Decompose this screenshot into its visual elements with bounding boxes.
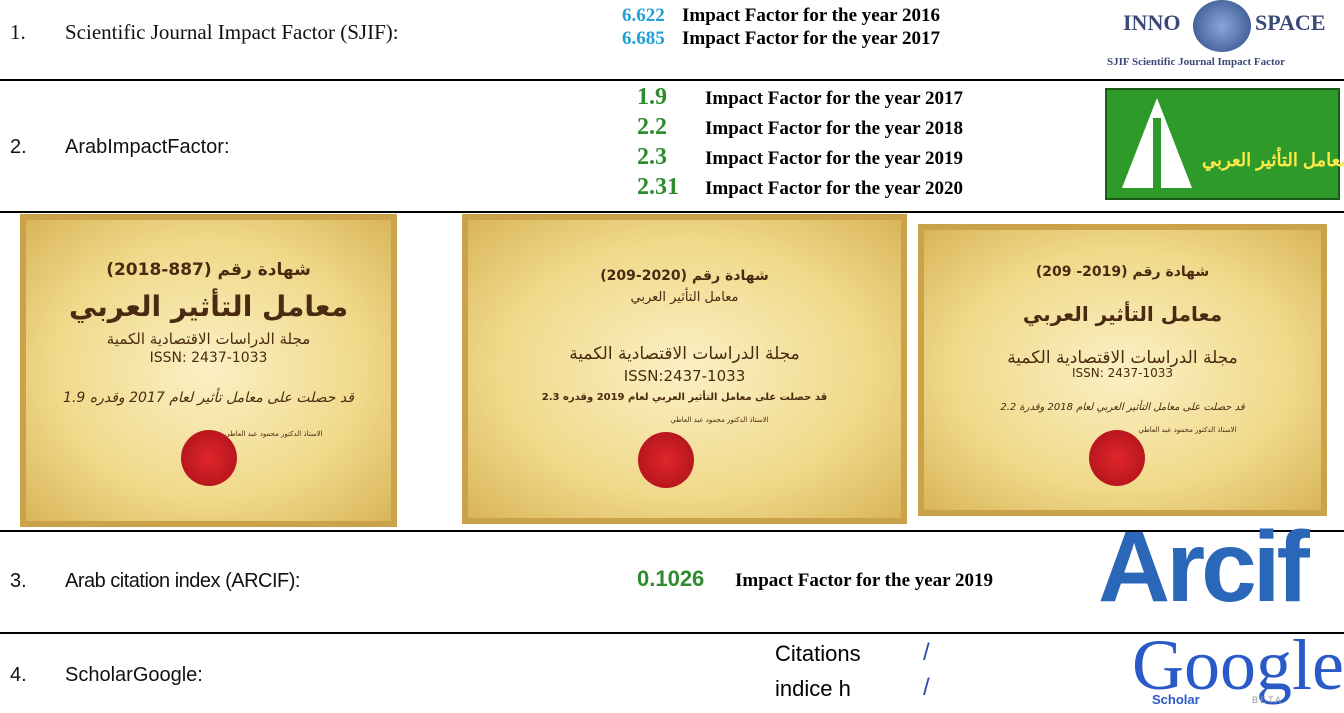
row-label: Arab citation index (ARCIF): [65, 570, 300, 593]
cert-issn: ISSN:2437-1033 [468, 367, 901, 385]
certificate: شهادة رقم (2020-209) معامل التأثير العرب… [462, 214, 907, 524]
factor-value: 6.685 [622, 28, 665, 50]
cert-statement: قد حصلت على معامل التأثير العربي لعام 20… [468, 392, 901, 403]
cert-statement: قد حصلت على معامل التأثير العربي لعام 20… [924, 402, 1321, 413]
row-label: ScholarGoogle: [65, 664, 203, 687]
factor-text: Impact Factor for the year 2017 [705, 88, 963, 110]
seal [638, 432, 694, 488]
metric-name: Citations [775, 641, 861, 667]
row-number: 3. [10, 570, 27, 593]
factor-value: 2.3 [637, 144, 667, 171]
row-number: 2. [10, 136, 27, 159]
divider [0, 79, 1344, 81]
metric-value: / [923, 674, 930, 702]
page: 1. Scientific Journal Impact Factor (SJI… [0, 0, 1344, 713]
arab-impact-logo: معامل التأثير العربي [1105, 88, 1340, 200]
cert-signer: الاستاذ الدكتور محمود عبد العاطي [618, 416, 821, 424]
cert-journal: مجلة الدراسات الاقتصادية الكمية [468, 344, 901, 364]
factor-text: Impact Factor for the year 2020 [705, 178, 963, 200]
arcif-logo: Arcif [1098, 510, 1306, 625]
logo-sub: Scholar [1152, 692, 1200, 707]
metric-value: / [923, 639, 930, 667]
factor-value: 2.2 [637, 114, 667, 141]
google-scholar-logo: Google Scholar BETA [1132, 630, 1344, 713]
logo-tag: BETA [1252, 695, 1283, 705]
logo-caption: SJIF Scientific Journal Impact Factor [1107, 56, 1285, 68]
logo-text: SPACE [1255, 10, 1326, 36]
factor-value: 1.9 [637, 84, 667, 111]
tree-icon [1117, 98, 1197, 193]
row-label: ArabImpactFactor: [65, 136, 230, 159]
cert-title: معامل التأثير العربي [468, 290, 901, 305]
factor-value: 6.622 [622, 5, 665, 27]
factor-text: Impact Factor for the year 2016 [682, 5, 940, 27]
row-number: 4. [10, 664, 27, 687]
row-number: 1. [10, 20, 26, 45]
divider [0, 211, 1344, 213]
metric-name: indice h [775, 676, 851, 702]
row-label: Scientific Journal Impact Factor (SJIF): [65, 20, 399, 45]
cert-journal: مجلة الدراسات الاقتصادية الكمية [924, 348, 1321, 368]
factor-text: Impact Factor for the year 2019 [705, 148, 963, 170]
cert-issn: ISSN: 2437-1033 [924, 366, 1321, 380]
factor-text: Impact Factor for the year 2019 [735, 570, 993, 592]
sjif-logo: INNO SPACE SJIF Scientific Journal Impac… [1105, 0, 1341, 76]
factor-value: 2.31 [637, 174, 679, 201]
certificate: شهادة رقم (2019- 209) معامل التأثير العر… [918, 224, 1327, 516]
cert-title: معامل التأثير العربي [924, 302, 1321, 326]
seal [1089, 430, 1145, 486]
factor-text: Impact Factor for the year 2018 [705, 118, 963, 140]
cert-journal: مجلة الدراسات الاقتصادية الكمية [26, 330, 391, 348]
cert-issn: ISSN: 2437-1033 [26, 350, 391, 366]
cert-number: شهادة رقم (2019- 209) [924, 264, 1321, 280]
cert-title: معامل التأثير العربي [26, 290, 391, 323]
logo-globe [1193, 0, 1251, 52]
logo-text: معامل التأثير العربي [1202, 150, 1344, 171]
factor-text: Impact Factor for the year 2017 [682, 28, 940, 50]
logo-text: INNO [1123, 10, 1180, 36]
cert-statement: قد حصلت على معامل تأثير لعام 2017 وقدره … [26, 390, 391, 406]
seal [181, 430, 237, 486]
certificate: شهادة رقم (887-2018) معامل التأثير العرب… [20, 214, 397, 527]
factor-value: 0.1026 [637, 566, 704, 592]
cert-number: شهادة رقم (2020-209) [468, 268, 901, 284]
cert-number: شهادة رقم (887-2018) [26, 260, 391, 280]
